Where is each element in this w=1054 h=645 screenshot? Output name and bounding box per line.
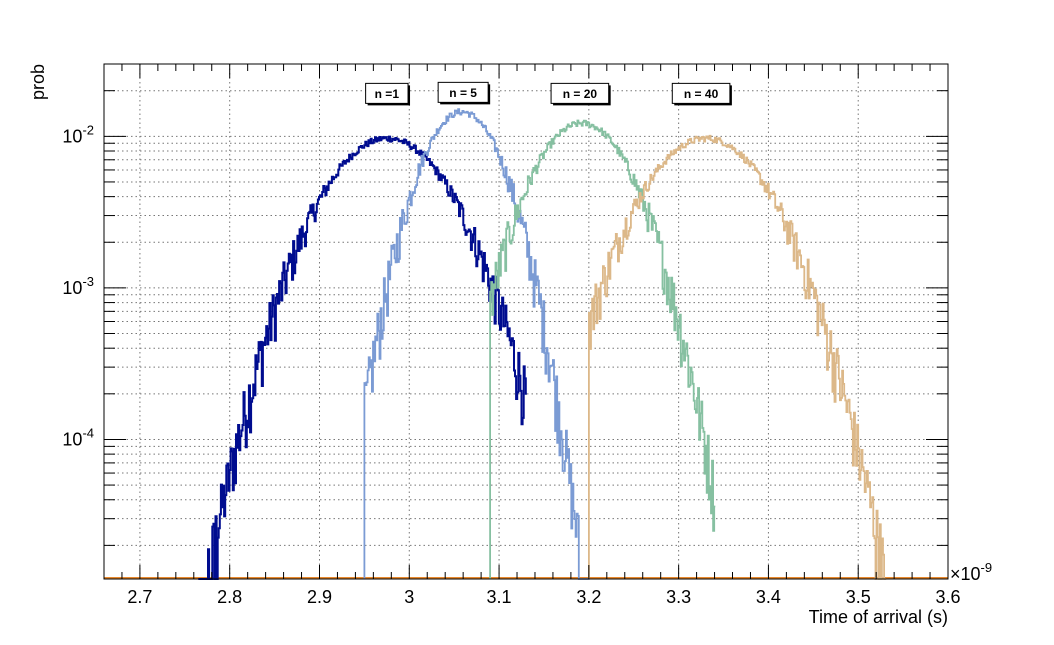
annotation-label: n = 5 [449, 86, 477, 100]
series-layer [198, 108, 887, 580]
x-axis-title: Time of arrival (s) [809, 607, 948, 627]
x-tick-label: 3.3 [666, 587, 691, 607]
annotation-box [550, 82, 610, 104]
y-tick-labels: 10-4 10-3 10-2 [62, 122, 94, 449]
x-tick-label: 2.9 [307, 587, 332, 607]
y-axis-title: prob [28, 64, 48, 100]
annotation-label: n = 20 [563, 87, 598, 101]
x-axis-multiplier: ×10-9 [950, 560, 992, 584]
annotations-layer: n =1 n = 5 n = 20 n = 40 [365, 81, 732, 106]
y-tick-label: 10-4 [62, 425, 94, 449]
annotation-box [671, 82, 731, 104]
x-multiplier-exponent: -9 [981, 560, 993, 575]
annotation-label: n =1 [375, 87, 400, 101]
annotation-box [365, 82, 409, 104]
grid-lines [104, 63, 949, 579]
x-tick-label: 3.1 [487, 587, 512, 607]
series-line-4 [588, 134, 887, 580]
axis-ticks [103, 63, 949, 579]
x-tick-label: 3 [404, 587, 414, 607]
x-tick-label: 3.5 [846, 587, 871, 607]
x-tick-label: 2.7 [127, 587, 152, 607]
x-tick-labels: 2.7 2.8 2.9 3 3.1 3.2 3.3 3.4 3.5 3.6 [127, 587, 960, 607]
series-line-1 [198, 135, 527, 580]
annotation-box [437, 81, 489, 103]
x-tick-label: 2.8 [217, 587, 242, 607]
x-multiplier-base: ×10 [950, 564, 981, 584]
x-tick-label: 3.4 [756, 587, 781, 607]
x-tick-label: 3.2 [576, 587, 601, 607]
annotation-label: n = 40 [684, 87, 719, 101]
y-tick-label: 10-3 [62, 274, 94, 298]
series-line-3 [489, 119, 716, 579]
y-tick-label: 10-2 [62, 122, 94, 146]
series-line-2 [363, 108, 590, 580]
x-tick-label: 3.6 [935, 587, 960, 607]
